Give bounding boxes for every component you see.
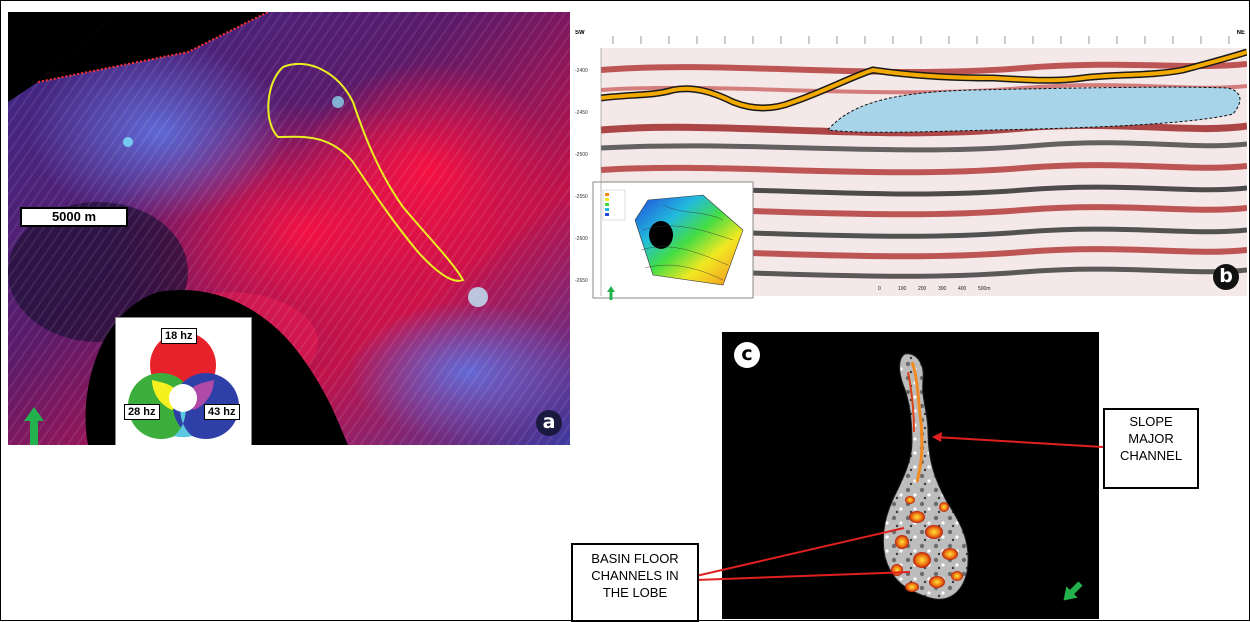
callout-line-1: SLOPE [1129, 414, 1173, 429]
panel-c-north-arrow-icon [1063, 581, 1083, 601]
inset-structure-map [602, 189, 744, 286]
distance-scale-bar: 0 100 200 300 400 500m [878, 286, 991, 296]
distance-scale-label: 300 [938, 286, 947, 292]
depth-tick-label: -2400 [575, 68, 588, 74]
distance-scale-label: 400 [958, 286, 967, 292]
callout-line-3: CHANNEL [1119, 448, 1183, 463]
basin-callout-line-1 [695, 527, 905, 577]
seismic-section-image [592, 36, 1247, 300]
panel-b-badge: b [1213, 264, 1239, 290]
depth-tick-label: -2550 [575, 194, 588, 200]
distance-scale-label: 500m [978, 286, 991, 292]
depth-tick-label: -2600 [575, 236, 588, 242]
rgb-frequency-legend: 18 hz 28 hz 43 hz [115, 317, 252, 445]
slope-callout-line [934, 436, 1104, 448]
geobody-image [882, 353, 1083, 601]
callout-line-2: MAJOR [1128, 431, 1174, 446]
green-frequency-label: 28 hz [124, 404, 160, 420]
basin-floor-callout: BASIN FLOOR CHANNELS IN THE LOBE [571, 543, 699, 622]
distance-scale-label: 200 [918, 286, 927, 292]
callout-line-3: THE LOBE [602, 585, 668, 600]
depth-tick-label: -2450 [575, 110, 588, 116]
panel-a-badge: a [536, 410, 562, 436]
scale-bar: 5000 m [20, 207, 128, 227]
depth-tick-label: -2500 [575, 152, 588, 158]
section-end-label: NE [1236, 30, 1245, 36]
distance-scale-label: 0 [878, 286, 881, 292]
basin-callout-line-2 [695, 571, 911, 581]
panel-c-badge: c [734, 342, 760, 368]
distance-scale-label: 100 [898, 286, 907, 292]
panel-b-seismic-section: SW NE -2400 -2450 -2500 -2550 -2600 -2650 0 10… [573, 30, 1247, 300]
panel-a-image [8, 12, 570, 445]
depth-tick-label: -2650 [575, 278, 588, 284]
blue-frequency-label: 43 hz [204, 404, 240, 420]
section-start-label: SW [575, 30, 585, 36]
north-arrow-icon [24, 407, 44, 445]
callout-line-1: BASIN FLOOR [591, 551, 679, 566]
red-frequency-label: 18 hz [161, 328, 197, 344]
slope-channel-callout: SLOPE MAJOR CHANNEL [1103, 408, 1199, 489]
panel-c-channel-geobody: c [722, 332, 1099, 619]
panel-a-rgb-blend-map: 5000 m 18 hz 28 hz 43 hz a [8, 12, 570, 445]
callout-line-2: CHANNELS IN [591, 568, 679, 583]
panel-b-north-arrow-icon [607, 286, 615, 300]
depth-axis: -2400 -2450 -2500 -2550 -2600 -2650 [573, 30, 601, 300]
